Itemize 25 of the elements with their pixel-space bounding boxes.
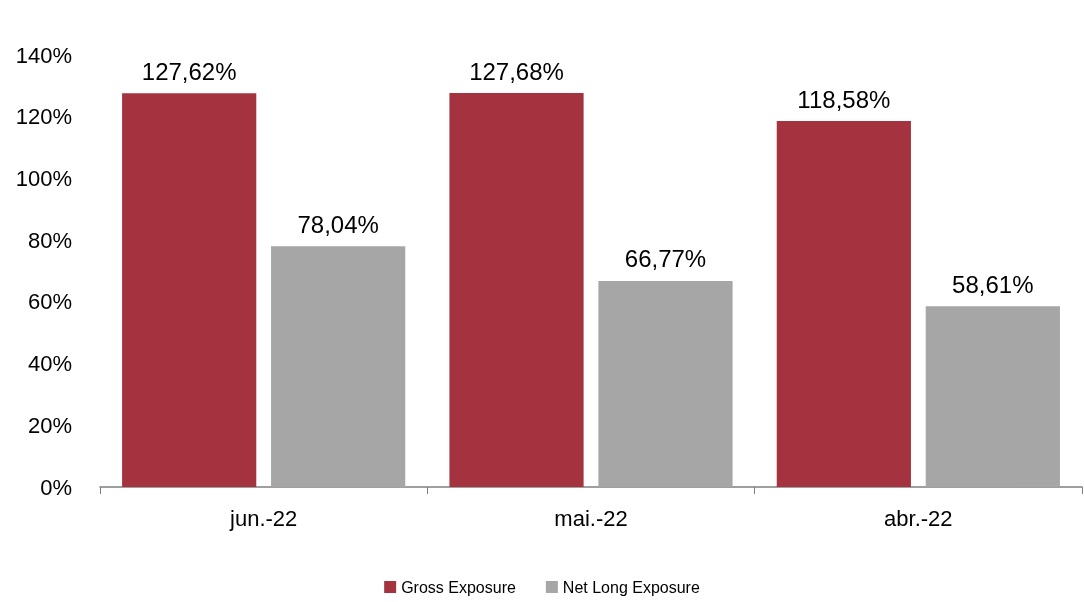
legend-label: Gross Exposure bbox=[401, 578, 516, 596]
x-tick-label: jun.-22 bbox=[229, 505, 298, 531]
x-tick-label: mai.-22 bbox=[554, 505, 628, 531]
y-tick-label: 100% bbox=[15, 165, 72, 191]
bar bbox=[449, 93, 584, 487]
bar bbox=[598, 280, 733, 487]
data-label: 58,61% bbox=[952, 270, 1034, 298]
y-tick-label: 80% bbox=[27, 227, 72, 253]
data-label: 118,58% bbox=[797, 85, 891, 113]
y-tick-label: 40% bbox=[27, 351, 72, 377]
data-label: 127,68% bbox=[469, 57, 564, 85]
bar bbox=[925, 306, 1060, 487]
bar bbox=[122, 93, 257, 487]
data-label: 66,77% bbox=[624, 245, 707, 273]
y-tick-label: 0% bbox=[40, 474, 72, 500]
y-tick-label: 120% bbox=[15, 104, 72, 130]
y-tick-label: 60% bbox=[27, 289, 72, 315]
y-tick-label: 20% bbox=[27, 412, 72, 438]
data-label: 127,62% bbox=[141, 57, 237, 85]
data-label: 78,04% bbox=[297, 210, 379, 238]
bar bbox=[776, 121, 911, 487]
bar bbox=[271, 246, 406, 487]
legend-label: Net Long Exposure bbox=[562, 578, 700, 596]
x-tick-label: abr.-22 bbox=[884, 505, 953, 531]
y-tick-label: 140% bbox=[15, 42, 72, 68]
